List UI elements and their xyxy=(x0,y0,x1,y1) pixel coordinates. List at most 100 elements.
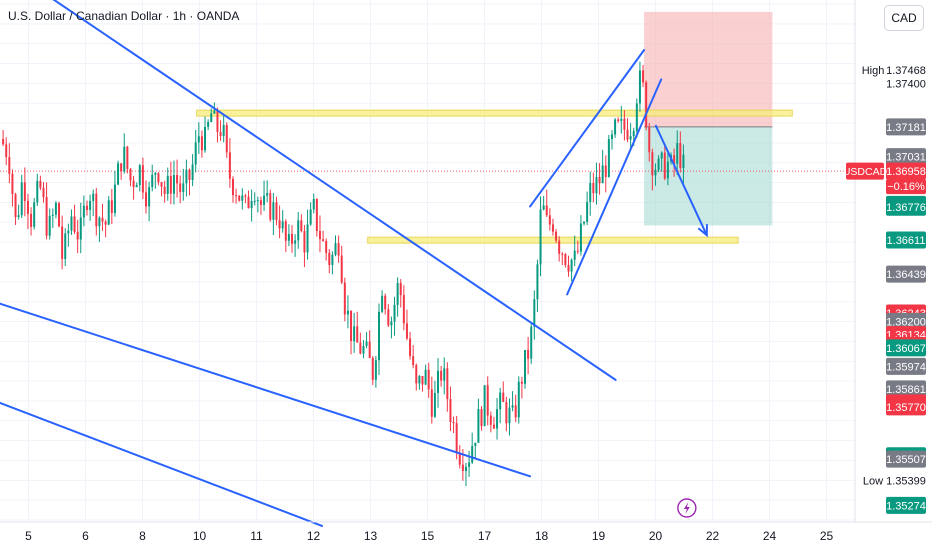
candle xyxy=(663,152,666,179)
trendline-channel-lower-1[interactable] xyxy=(0,302,532,478)
candle xyxy=(185,169,188,184)
change-tag-label: −0.16% xyxy=(887,181,925,193)
x-tick-label: 10 xyxy=(193,529,207,543)
candle xyxy=(449,399,452,422)
candle xyxy=(5,144,8,158)
currency-button[interactable]: CAD xyxy=(884,5,924,31)
candle xyxy=(151,174,154,188)
candle xyxy=(235,195,238,197)
candle xyxy=(278,220,281,229)
candle xyxy=(306,224,309,253)
x-tick-label: 19 xyxy=(592,529,606,543)
candle xyxy=(604,165,607,177)
x-tick-label: 12 xyxy=(307,529,321,543)
candle xyxy=(542,205,545,210)
candle xyxy=(579,223,582,252)
projection-arrow-head xyxy=(697,224,708,238)
trendline-channel-lower-2[interactable] xyxy=(0,401,324,527)
price-label-box xyxy=(886,118,926,136)
candle xyxy=(682,154,685,169)
candle xyxy=(213,110,216,114)
candle xyxy=(427,369,430,390)
price-label-box xyxy=(886,162,926,180)
candle xyxy=(433,392,436,417)
candle xyxy=(589,183,592,202)
price-label: 1.37031 xyxy=(886,152,926,164)
candle xyxy=(256,200,259,202)
candle xyxy=(393,304,396,322)
candle xyxy=(396,283,399,305)
price-label-box xyxy=(886,148,926,166)
change-tag xyxy=(886,179,926,195)
trendline-wedge-lower[interactable] xyxy=(566,78,663,296)
candle xyxy=(412,356,415,366)
x-tick-label: 22 xyxy=(706,529,720,543)
candle xyxy=(160,182,163,187)
candle xyxy=(250,201,253,209)
symbol-tag-label: USDCAD xyxy=(843,166,888,178)
resistance-zone[interactable] xyxy=(196,109,793,117)
candle xyxy=(247,196,250,209)
candle xyxy=(207,121,210,127)
trendline-wedge-upper[interactable] xyxy=(529,49,646,208)
candle xyxy=(82,205,85,218)
candle xyxy=(374,360,377,380)
candle xyxy=(263,195,266,205)
candle xyxy=(45,197,48,236)
candle xyxy=(30,213,33,227)
candle xyxy=(123,146,126,172)
stop-loss-zone[interactable] xyxy=(644,11,773,127)
trendline-upper-descending[interactable] xyxy=(51,0,617,381)
candle xyxy=(79,217,82,240)
candle xyxy=(272,202,275,220)
candle xyxy=(651,152,654,176)
candle xyxy=(555,231,558,241)
candle xyxy=(334,243,337,255)
candle xyxy=(222,125,225,137)
candle xyxy=(253,200,256,202)
candle xyxy=(508,407,511,424)
candle xyxy=(241,195,244,201)
candle xyxy=(505,401,508,424)
lightning-bolt xyxy=(683,502,690,514)
candle xyxy=(576,250,579,252)
candle xyxy=(660,152,663,159)
candle xyxy=(607,139,610,177)
candle xyxy=(92,193,95,201)
candle xyxy=(573,250,576,260)
price-label-box xyxy=(886,313,926,331)
symbol-tag[interactable] xyxy=(846,162,884,180)
candle xyxy=(561,253,564,255)
candle xyxy=(266,193,269,196)
candle xyxy=(387,309,390,326)
candle xyxy=(464,466,467,471)
candle xyxy=(430,389,433,417)
x-tick-label: 8 xyxy=(139,529,146,543)
candle xyxy=(216,110,219,132)
x-tick-label: 25 xyxy=(820,529,834,543)
candle xyxy=(620,118,623,121)
candle xyxy=(511,405,514,408)
candle xyxy=(452,421,455,424)
price-label-box xyxy=(886,231,926,249)
candle xyxy=(483,385,486,426)
price-label: 1.35399 xyxy=(886,476,926,488)
support-zone[interactable] xyxy=(367,236,739,244)
candle xyxy=(536,264,539,300)
candle xyxy=(117,163,120,185)
price-label-box xyxy=(886,357,926,375)
candle xyxy=(14,194,17,218)
candle xyxy=(514,405,517,418)
candle xyxy=(492,424,495,429)
candle xyxy=(318,231,321,240)
candle xyxy=(154,173,157,175)
projection-arrow[interactable] xyxy=(654,124,708,236)
candle xyxy=(666,161,669,179)
candle xyxy=(70,216,73,231)
candle xyxy=(570,259,573,272)
candle xyxy=(496,409,499,429)
candle xyxy=(269,193,272,220)
candle xyxy=(362,345,365,354)
